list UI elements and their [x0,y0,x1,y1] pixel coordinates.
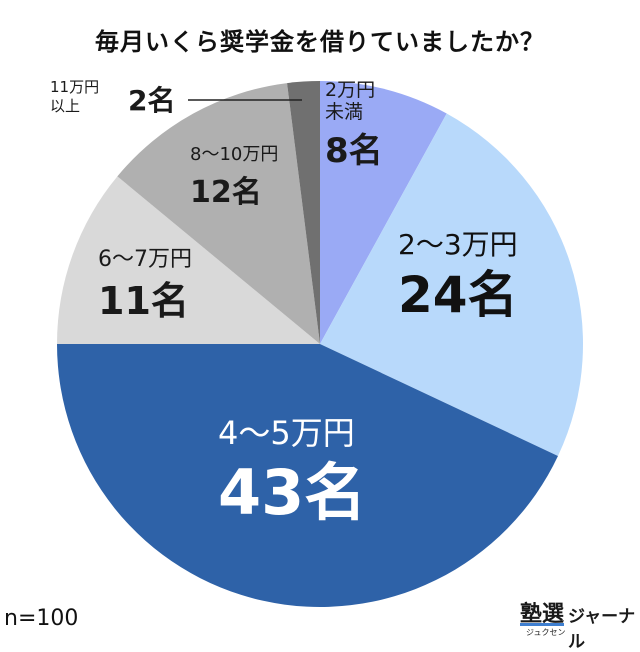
slice-value-label: 11名 [98,279,189,323]
slice-category-label: 2〜3万円 [398,228,518,261]
slice-category-label: 以上 [50,97,80,115]
slice-value-label: 8名 [325,131,383,171]
slice-label: 2〜3万円 24名 [398,228,518,324]
slice-category-label: 8〜10万円 [190,144,278,165]
pie-slice [57,344,558,608]
pie-slice [57,176,320,344]
slice-value-label: 24名 [398,266,518,324]
sample-size-note: n=100 [4,606,79,631]
slice-value-label: 43名 [218,456,366,529]
slice-category-label: 6〜7万円 [98,247,192,272]
brand-logo-bar [520,623,564,626]
slice-label: 8〜10万円 12名 [190,144,278,210]
brand-logo: 塾選 ジュクセン ジャーナル [520,596,640,652]
brand-logo-name: ジャーナル [568,607,636,652]
slice-category-label: 11万円 [50,78,99,96]
slice-value-label: 12名 [190,175,262,210]
slice-value-label: 2名 [128,84,175,117]
pie-slice [320,81,447,344]
pie-slice [287,81,320,344]
brand-logo-reading: ジュクセン [526,628,566,637]
slice-category-label: 未満 [325,101,363,123]
brand-logo-kanji: 塾選 [520,602,565,627]
pie-slice [117,83,320,344]
chart-title: 毎月いくら奨学金を借りていましたか？ [95,28,545,56]
slice-label: 6〜7万円 11名 [98,247,192,323]
slice-label: 4〜5万円 43名 [218,414,366,529]
slice-category-label: 4〜5万円 [218,414,355,452]
slice-category-label: 2万円 [325,79,375,101]
pie-slice [320,113,584,456]
